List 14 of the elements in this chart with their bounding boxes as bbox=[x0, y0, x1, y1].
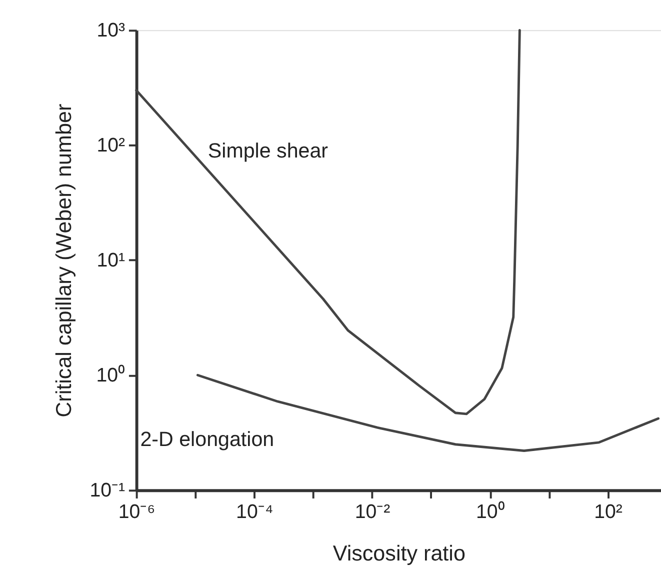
annotation: 2-D elongation bbox=[140, 428, 274, 451]
y-axis-title: Critical capillary (Weber) number bbox=[51, 104, 76, 418]
y-tick-label: 10¹ bbox=[96, 250, 126, 272]
y-tick-label: 10⁻¹ bbox=[90, 480, 126, 502]
x-tick-label: 10⁰ bbox=[476, 501, 505, 524]
y-tick-label: 10³ bbox=[96, 20, 126, 42]
x-tick-label: 10⁻⁴ bbox=[236, 501, 274, 524]
x-tick-label: 10² bbox=[594, 501, 623, 524]
x-tick-label: 10⁻⁶ bbox=[118, 501, 156, 524]
y-tick-label: 10² bbox=[96, 134, 126, 157]
annotation: Simple shear bbox=[208, 140, 328, 163]
x-axis-title: Viscosity ratio bbox=[332, 540, 466, 566]
y-tick-label: 10⁰ bbox=[96, 364, 126, 387]
x-tick-label: 10⁻² bbox=[354, 501, 391, 524]
